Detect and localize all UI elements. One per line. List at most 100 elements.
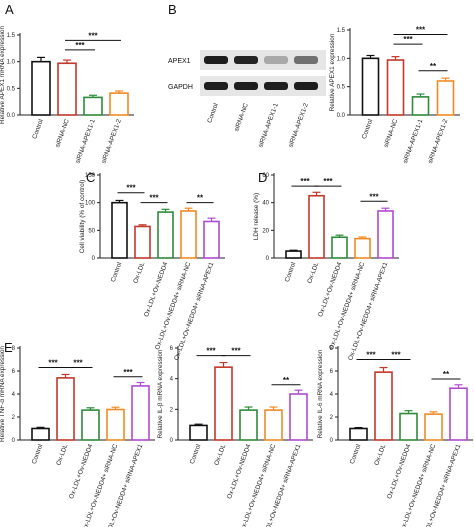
panel-label: A: [5, 2, 14, 17]
bar: [239, 409, 258, 441]
bar: [131, 385, 150, 441]
y-axis-label: Relative APEX1 expression: [329, 33, 336, 111]
x-tick-label: Control: [361, 118, 375, 140]
significance-label: ***: [416, 26, 426, 35]
bar: [56, 377, 75, 441]
chart-E3: 0 2 4 6 8 Relative IL-6 mRNA expression Contro…: [317, 346, 473, 527]
significance-label: ***: [323, 177, 333, 186]
y-tick-label: 6: [170, 346, 174, 352]
blot-band: [204, 56, 228, 64]
y-tick-label: 100: [85, 201, 96, 207]
significance-label: ***: [88, 31, 98, 40]
bar: [106, 408, 125, 441]
blot-lane-label: siRNA-APEX1-1: [257, 102, 280, 149]
y-tick-label: 6: [12, 369, 16, 375]
x-tick-label: Ox-LDL+Ov-NEDD4: [68, 443, 94, 500]
panel-label: D: [258, 170, 267, 185]
y-axis-label: Relative IL-β mRNA expression: [157, 349, 164, 438]
bar: [424, 413, 443, 441]
blot-band: [294, 82, 318, 90]
bar: [111, 201, 128, 259]
x-tick-label: Ox-LDL+Ov-NEDD4: [226, 443, 252, 500]
bar: [109, 92, 129, 116]
y-tick-label: 60: [262, 173, 269, 179]
significance-label: ***: [300, 177, 310, 186]
bar: [331, 236, 348, 259]
bar: [214, 366, 233, 441]
x-tick-label: Ox-LDL: [306, 261, 320, 285]
x-tick-label: siRNA-APEX1-1: [74, 118, 97, 165]
panel-label: B: [168, 2, 177, 17]
x-tick-label: Control: [349, 443, 363, 465]
bar: [81, 409, 100, 441]
blot-background: [200, 50, 326, 70]
bar: [436, 80, 455, 116]
bar: [31, 60, 51, 116]
y-tick-label: 0: [12, 438, 16, 444]
y-axis-label: LDH release (%): [253, 193, 260, 240]
bar: [399, 412, 418, 441]
y-tick-label: 4: [12, 392, 16, 398]
chart-D: D 0 20 40 60 LDH release (%) Control Ox-LDLOx-L…: [253, 170, 399, 361]
y-tick-label: 1.0: [337, 56, 346, 62]
y-tick-label: 2: [170, 407, 174, 413]
bar: [289, 393, 308, 441]
significance-label: ***: [391, 351, 401, 360]
y-tick-label: 1.5: [7, 33, 16, 39]
panel-label: E: [4, 340, 13, 355]
y-tick-label: 0: [266, 256, 270, 262]
significance-label: ***: [366, 351, 376, 360]
blot-lane-label: siRNA-NC: [233, 102, 250, 132]
x-tick-label: siRNA-APEX1-2: [100, 118, 123, 165]
x-tick-label: Ox-LDL: [373, 443, 387, 467]
bar: [157, 211, 174, 259]
bar: [264, 409, 283, 441]
bar: [285, 250, 302, 259]
significance-label: ***: [126, 184, 136, 193]
x-tick-label: Control: [31, 443, 45, 465]
significance-label: ***: [149, 194, 159, 203]
x-tick-label: siRNA-APEX1-2: [427, 118, 450, 165]
chart-E2: 0 2 4 6 Relative IL-β mRNA expression Control…: [157, 346, 313, 527]
y-tick-label: 150: [85, 173, 96, 179]
significance-label: ***: [403, 35, 413, 44]
y-tick-label: 8: [330, 346, 334, 352]
bar: [354, 237, 371, 259]
chart-E1: E 0 2 4 6 8 Relative TNF-α mRNA expression Cont…: [0, 340, 155, 527]
bar: [308, 194, 325, 259]
significance-label: ***: [231, 347, 241, 356]
blot-band: [264, 82, 288, 90]
y-tick-label: 8: [12, 346, 16, 352]
y-tick-label: 20: [262, 228, 269, 234]
y-tick-label: 2: [12, 415, 16, 421]
y-axis-label: Relative APEX1 mRNA expression: [0, 26, 6, 124]
panel-label: C: [86, 170, 95, 185]
blot-row-label: APEX1: [168, 58, 191, 65]
bar: [361, 57, 380, 116]
blot-lane-label: siRNA-APEX1-2: [287, 102, 310, 149]
x-tick-label: Ox-LDL: [132, 261, 146, 285]
x-tick-label: Control: [110, 261, 124, 283]
significance-label: **: [443, 370, 450, 379]
significance-label: ***: [369, 192, 379, 201]
blot-band: [294, 56, 318, 64]
bar: [374, 371, 393, 441]
significance-label: ***: [73, 359, 83, 368]
y-tick-label: 0.0: [7, 113, 16, 119]
blot-band: [264, 56, 288, 64]
bar: [203, 220, 220, 259]
x-tick-label: Ox-LDL+Ov-NEDD4: [317, 261, 343, 318]
y-tick-label: 40: [262, 201, 269, 207]
bar: [134, 225, 151, 259]
significance-label: **: [197, 194, 204, 203]
x-tick-label: siRNA-NC: [54, 118, 71, 148]
bar: [180, 210, 197, 259]
blot-row-label: GAPDH: [168, 84, 193, 91]
y-tick-label: 50: [88, 228, 95, 234]
y-tick-label: 0: [170, 438, 174, 444]
significance-label: ***: [48, 359, 58, 368]
x-tick-label: Control: [284, 261, 298, 283]
